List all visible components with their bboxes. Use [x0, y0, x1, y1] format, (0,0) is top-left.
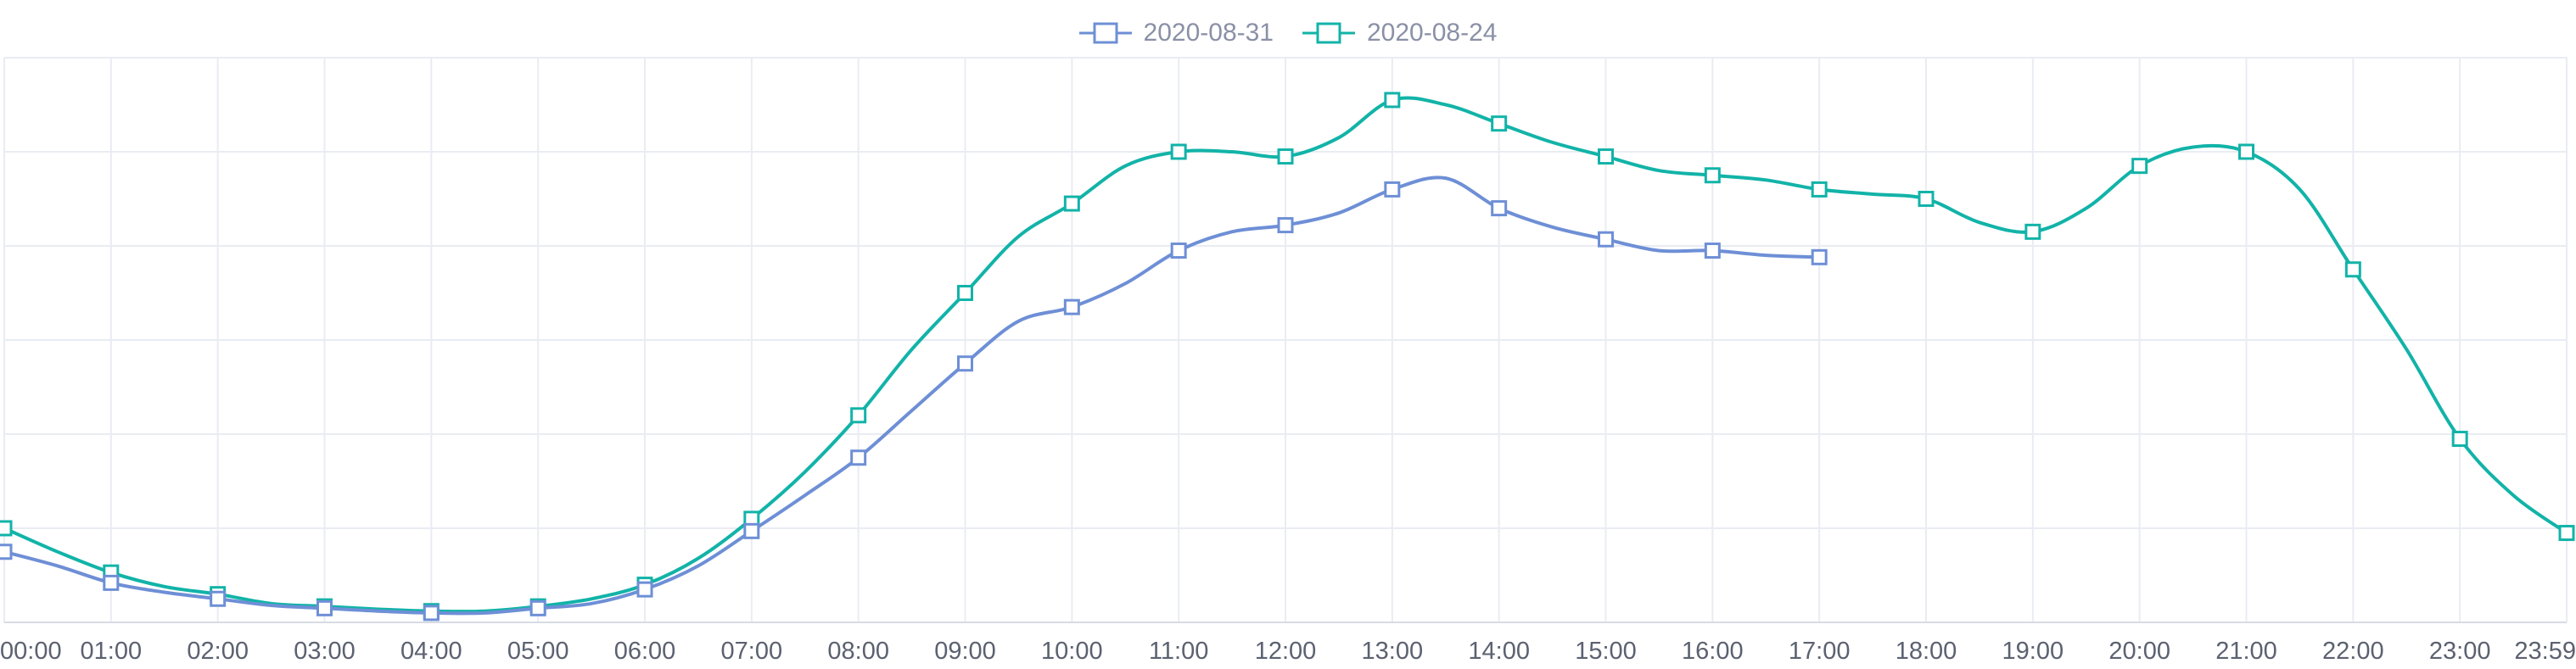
legend-item-2020-08-24[interactable]: 2020-08-24 — [1302, 19, 1497, 47]
data-point-marker[interactable] — [636, 581, 653, 598]
data-point-marker[interactable] — [316, 599, 333, 616]
x-tick-label: 18:00 — [1896, 638, 1957, 665]
data-point-marker[interactable] — [1704, 243, 1721, 259]
data-point-marker[interactable] — [1491, 115, 1508, 132]
x-tick-label: 01:00 — [81, 638, 143, 665]
data-point-marker[interactable] — [1277, 148, 1294, 165]
legend-item-2020-08-31[interactable]: 2020-08-31 — [1078, 19, 1274, 47]
series-line — [3, 96, 2568, 614]
x-tick-label: 14:00 — [1468, 638, 1530, 665]
data-point-marker[interactable] — [1063, 195, 1080, 212]
x-tick-label: 06:00 — [614, 638, 676, 665]
x-tick-label: 09:00 — [934, 638, 996, 665]
data-point-marker[interactable] — [1811, 181, 1828, 198]
x-tick-label: 10:00 — [1041, 638, 1103, 665]
data-point-marker[interactable] — [957, 355, 973, 372]
x-tick-label: 22:00 — [2322, 638, 2384, 665]
data-point-marker[interactable] — [103, 574, 120, 591]
series-2020-08-31 — [0, 176, 1828, 622]
x-tick-label: 21:00 — [2215, 638, 2277, 665]
x-tick-label: 05:00 — [507, 638, 569, 665]
series-layer — [0, 92, 2575, 622]
data-point-marker[interactable] — [2344, 261, 2361, 278]
data-point-marker[interactable] — [2238, 143, 2254, 160]
legend-label-2020-08-24: 2020-08-24 — [1367, 19, 1498, 47]
x-axis: 00:00 01:00 02:00 03:00 04:00 05:00 06:00 07:00… — [0, 622, 2576, 665]
x-tick-label: 19:00 — [2002, 638, 2064, 665]
data-point-marker[interactable] — [2451, 431, 2468, 448]
x-tick-label: 04:00 — [400, 638, 462, 665]
legend-swatch-2020-08-24 — [1302, 22, 1355, 44]
data-point-marker[interactable] — [1918, 191, 1935, 207]
x-tick-label: 12:00 — [1255, 638, 1317, 665]
data-point-marker[interactable] — [2024, 223, 2041, 240]
x-tick-label: 23:00 — [2429, 638, 2491, 665]
data-point-marker[interactable] — [0, 520, 13, 537]
x-tick-label: 23:59 — [2514, 638, 2576, 665]
series-line — [3, 176, 1822, 616]
x-tick-label: 17:00 — [1789, 638, 1851, 665]
data-point-marker[interactable] — [1811, 248, 1828, 265]
data-point-marker[interactable] — [1063, 298, 1080, 315]
legend-label-2020-08-31: 2020-08-31 — [1143, 19, 1274, 47]
data-point-marker[interactable] — [743, 522, 760, 539]
x-tick-label: 13:00 — [1362, 638, 1424, 665]
data-point-marker[interactable] — [1598, 148, 1614, 165]
data-point-marker[interactable] — [1491, 200, 1508, 217]
data-point-marker[interactable] — [529, 599, 546, 616]
data-point-marker[interactable] — [1170, 143, 1187, 160]
x-tick-label: 02:00 — [187, 638, 249, 665]
x-tick-label: 20:00 — [2108, 638, 2170, 665]
data-point-marker[interactable] — [423, 605, 440, 622]
x-tick-label: 08:00 — [827, 638, 889, 665]
x-tick-label: 03:00 — [294, 638, 356, 665]
data-point-marker[interactable] — [1277, 217, 1294, 234]
data-point-marker[interactable] — [850, 407, 867, 424]
x-tick-label: 15:00 — [1575, 638, 1637, 665]
x-tick-label: 00:00 — [0, 638, 62, 665]
data-point-marker[interactable] — [957, 285, 973, 301]
data-point-marker[interactable] — [1598, 231, 1614, 248]
data-point-marker[interactable] — [0, 544, 13, 560]
data-point-marker[interactable] — [2558, 525, 2575, 542]
data-point-marker[interactable] — [2131, 158, 2148, 175]
chart-legend: 2020-08-31 2020-08-24 — [0, 12, 2576, 54]
grid-lines — [3, 57, 2568, 623]
x-tick-label: 16:00 — [1682, 638, 1744, 665]
data-point-marker[interactable] — [1704, 167, 1721, 184]
series-2020-08-24 — [0, 92, 2575, 620]
data-point-marker[interactable] — [1384, 181, 1401, 198]
data-point-marker[interactable] — [1170, 243, 1187, 259]
x-tick-label: 07:00 — [721, 638, 783, 665]
legend-swatch-2020-08-31 — [1078, 22, 1132, 44]
data-point-marker[interactable] — [850, 449, 867, 466]
x-tick-label: 11:00 — [1149, 638, 1208, 665]
data-point-marker[interactable] — [210, 590, 227, 607]
data-point-marker[interactable] — [1384, 92, 1401, 109]
